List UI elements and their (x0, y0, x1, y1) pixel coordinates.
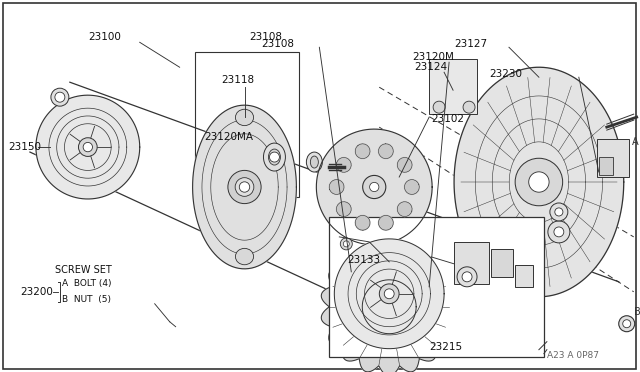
Text: SCREW SET: SCREW SET (55, 265, 111, 275)
Polygon shape (378, 144, 393, 158)
Bar (429, 59, 477, 114)
Ellipse shape (310, 156, 318, 168)
Circle shape (433, 101, 445, 113)
Polygon shape (454, 67, 624, 297)
Polygon shape (329, 180, 344, 195)
Circle shape (340, 238, 352, 250)
Circle shape (228, 170, 261, 203)
Polygon shape (362, 280, 416, 334)
Text: A  BOLT (4): A BOLT (4) (62, 279, 111, 288)
Circle shape (384, 289, 394, 299)
Text: 23133: 23133 (348, 255, 380, 265)
Circle shape (457, 267, 477, 287)
Bar (195, 52, 300, 197)
Text: 23230: 23230 (489, 69, 522, 79)
Circle shape (555, 208, 563, 216)
Text: 23118: 23118 (221, 75, 255, 85)
Polygon shape (334, 239, 444, 349)
Polygon shape (355, 144, 370, 158)
Circle shape (554, 227, 564, 237)
Polygon shape (355, 215, 370, 230)
Text: 23102: 23102 (431, 114, 464, 124)
Text: 23120MA: 23120MA (205, 132, 253, 142)
Polygon shape (397, 157, 412, 172)
Bar (491, 249, 513, 277)
Text: 23215: 23215 (429, 341, 462, 352)
Circle shape (363, 176, 386, 199)
Bar (599, 157, 612, 175)
Circle shape (548, 221, 570, 243)
Circle shape (515, 158, 563, 206)
Circle shape (79, 138, 97, 156)
Polygon shape (321, 238, 457, 372)
Ellipse shape (264, 143, 285, 171)
Circle shape (619, 316, 635, 332)
Text: 23124: 23124 (414, 62, 447, 72)
Ellipse shape (268, 149, 280, 165)
Circle shape (550, 203, 568, 221)
Bar (515, 265, 533, 287)
Text: B: B (634, 307, 640, 317)
Polygon shape (193, 105, 296, 269)
Circle shape (623, 320, 630, 328)
Text: B  NUT  (5): B NUT (5) (62, 295, 111, 304)
Circle shape (239, 182, 250, 192)
Ellipse shape (236, 109, 253, 126)
Polygon shape (337, 202, 351, 217)
Ellipse shape (307, 152, 323, 172)
Circle shape (462, 272, 472, 282)
Bar (596, 139, 628, 177)
Text: 23150: 23150 (8, 142, 41, 152)
Polygon shape (316, 129, 432, 245)
Polygon shape (397, 202, 412, 217)
Bar (330, 217, 544, 357)
Circle shape (343, 241, 349, 247)
Text: 23108: 23108 (250, 32, 282, 42)
Circle shape (380, 284, 399, 304)
Circle shape (463, 101, 475, 113)
Polygon shape (337, 157, 351, 172)
Text: 23120M: 23120M (412, 52, 454, 62)
Text: 23200: 23200 (20, 287, 53, 297)
Text: A: A (632, 137, 638, 147)
Text: 23127: 23127 (454, 39, 487, 49)
Circle shape (529, 172, 549, 192)
Circle shape (83, 142, 93, 152)
Circle shape (51, 88, 69, 106)
Text: 23108: 23108 (262, 39, 294, 49)
Text: A23 A 0P87: A23 A 0P87 (547, 351, 599, 360)
Text: 23100: 23100 (88, 32, 121, 42)
Ellipse shape (236, 248, 253, 265)
Circle shape (55, 92, 65, 102)
Bar (454, 242, 489, 284)
Polygon shape (378, 215, 393, 230)
Polygon shape (404, 180, 419, 195)
Circle shape (370, 182, 379, 192)
Circle shape (235, 178, 254, 196)
Polygon shape (36, 95, 140, 199)
Circle shape (269, 152, 280, 162)
